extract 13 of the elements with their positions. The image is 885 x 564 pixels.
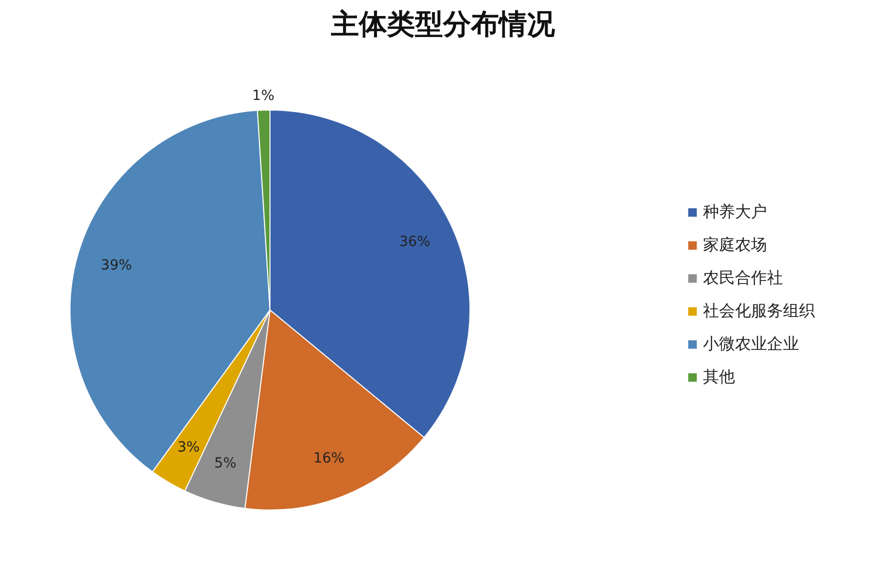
data-label: 1% [252, 88, 274, 104]
legend-label: 小微农业企业 [703, 334, 799, 354]
legend-label: 农民合作社 [703, 268, 783, 288]
legend-label: 其他 [703, 366, 735, 388]
legend-label: 家庭农场 [703, 234, 767, 256]
legend-label: 社会化服务组织 [703, 300, 815, 322]
data-label: 5% [214, 456, 236, 472]
data-label: 16% [313, 450, 344, 467]
data-label: 3% [177, 440, 200, 456]
legend-label: 种养大户 [703, 202, 767, 222]
data-label: 36% [399, 234, 430, 250]
data-label: 39% [100, 257, 132, 274]
chart-title: 主体类型分布情况 [330, 8, 556, 40]
